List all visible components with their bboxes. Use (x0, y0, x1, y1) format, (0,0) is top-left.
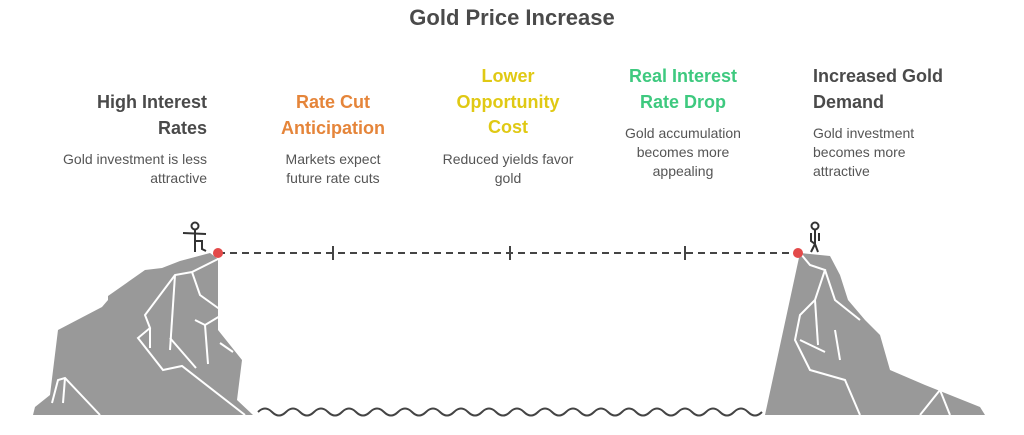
stage-title: Lower Opportunity Cost (456, 66, 560, 137)
stage-3: Lower Opportunity Cost Reduced yields fa… (421, 64, 596, 188)
stage-4: Real Interest Rate Drop Gold accumulatio… (596, 64, 771, 181)
start-marker (213, 248, 223, 258)
water-wave (257, 407, 763, 417)
stage-description: Markets expect future rate cuts (285, 151, 381, 186)
stage-description: Gold investment becomes more attractive (813, 125, 915, 179)
end-marker (793, 248, 803, 258)
stage-ticks (332, 246, 686, 260)
stage-1: High Interest Rates Gold investment is l… (32, 90, 207, 188)
stage-title: Rate Cut Anticipation (281, 92, 385, 138)
left-cliff (33, 253, 253, 416)
stage-title: Real Interest Rate Drop (628, 66, 738, 112)
stage-5: Increased Gold Demand Gold investment be… (813, 64, 988, 181)
stage-2: Rate Cut Anticipation Markets expect fut… (246, 90, 421, 188)
person-icon-start (182, 221, 207, 252)
right-cliff (765, 252, 985, 416)
diagram-title: Gold Price Increase (409, 5, 615, 30)
stage-description: Gold investment is less attractive (63, 151, 207, 186)
stage-title: High Interest Rates (96, 92, 207, 138)
person-icon-end (810, 221, 820, 253)
stage-description: Reduced yields favor gold (442, 150, 574, 186)
stage-description: Gold accumulation becomes more appealing (625, 125, 741, 179)
stage-title: Increased Gold Demand (813, 66, 944, 112)
